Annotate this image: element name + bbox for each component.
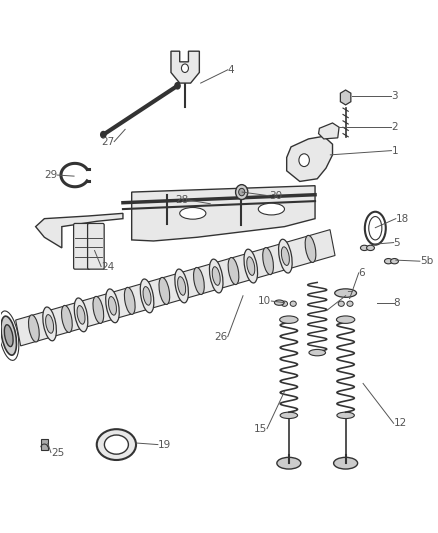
Text: 1: 1 <box>392 146 398 156</box>
Text: 30: 30 <box>269 191 283 201</box>
Ellipse shape <box>97 429 136 460</box>
Ellipse shape <box>258 203 285 215</box>
Ellipse shape <box>275 300 284 305</box>
Polygon shape <box>318 123 339 139</box>
Circle shape <box>239 188 245 196</box>
Text: 18: 18 <box>396 214 409 224</box>
Ellipse shape <box>247 257 255 276</box>
Ellipse shape <box>175 269 188 303</box>
Ellipse shape <box>93 296 104 324</box>
Circle shape <box>299 154 309 166</box>
Ellipse shape <box>106 289 119 323</box>
Text: 15: 15 <box>254 424 267 434</box>
Ellipse shape <box>124 287 135 314</box>
Text: 8: 8 <box>394 297 400 308</box>
Polygon shape <box>132 185 315 241</box>
Ellipse shape <box>61 305 72 333</box>
Ellipse shape <box>180 207 206 219</box>
Polygon shape <box>171 51 199 83</box>
Text: 25: 25 <box>51 448 64 457</box>
Ellipse shape <box>280 316 298 324</box>
Ellipse shape <box>104 435 128 454</box>
Ellipse shape <box>4 325 13 346</box>
Ellipse shape <box>334 457 357 469</box>
Ellipse shape <box>338 301 344 306</box>
Ellipse shape <box>360 245 368 251</box>
Text: 28: 28 <box>175 195 188 205</box>
Ellipse shape <box>46 314 53 333</box>
Ellipse shape <box>290 301 296 306</box>
Polygon shape <box>287 136 332 181</box>
Ellipse shape <box>280 412 297 418</box>
Ellipse shape <box>178 277 186 295</box>
Ellipse shape <box>335 289 357 297</box>
Ellipse shape <box>109 296 117 315</box>
Ellipse shape <box>281 247 290 265</box>
Text: 4: 4 <box>228 65 234 75</box>
Text: 2: 2 <box>392 122 398 132</box>
Circle shape <box>175 83 180 89</box>
Circle shape <box>236 184 248 199</box>
Ellipse shape <box>367 245 374 251</box>
Text: 27: 27 <box>101 136 114 147</box>
Ellipse shape <box>140 279 154 313</box>
Ellipse shape <box>28 315 39 342</box>
Ellipse shape <box>228 257 239 285</box>
Text: 19: 19 <box>158 440 171 450</box>
Text: 5: 5 <box>394 238 400 247</box>
FancyBboxPatch shape <box>74 223 90 269</box>
Circle shape <box>101 132 106 138</box>
Text: 5b: 5b <box>420 256 433 266</box>
Ellipse shape <box>336 316 355 324</box>
Text: 24: 24 <box>101 262 114 271</box>
Ellipse shape <box>244 249 258 283</box>
Ellipse shape <box>347 301 353 306</box>
Polygon shape <box>16 230 335 346</box>
Ellipse shape <box>209 259 223 293</box>
Ellipse shape <box>212 266 220 285</box>
Ellipse shape <box>277 457 301 469</box>
Text: 29: 29 <box>44 170 57 180</box>
Ellipse shape <box>337 412 354 418</box>
Ellipse shape <box>43 307 57 341</box>
Polygon shape <box>41 439 48 450</box>
Ellipse shape <box>74 298 88 332</box>
Ellipse shape <box>391 259 399 264</box>
Polygon shape <box>340 90 351 105</box>
Ellipse shape <box>279 239 292 273</box>
Text: 26: 26 <box>215 332 228 342</box>
Text: 6: 6 <box>359 268 365 278</box>
Ellipse shape <box>385 259 392 264</box>
Circle shape <box>181 64 188 72</box>
Ellipse shape <box>282 301 288 306</box>
Ellipse shape <box>77 305 85 324</box>
FancyBboxPatch shape <box>88 223 104 269</box>
Ellipse shape <box>1 316 17 355</box>
Text: 3: 3 <box>392 91 398 101</box>
Ellipse shape <box>159 277 170 304</box>
Text: 12: 12 <box>394 418 407 429</box>
Ellipse shape <box>309 350 325 356</box>
Ellipse shape <box>305 236 316 262</box>
Polygon shape <box>35 213 123 248</box>
Ellipse shape <box>194 268 204 295</box>
Ellipse shape <box>143 287 151 305</box>
Text: 10: 10 <box>258 296 272 306</box>
Text: 7: 7 <box>346 290 352 301</box>
Ellipse shape <box>263 248 273 274</box>
